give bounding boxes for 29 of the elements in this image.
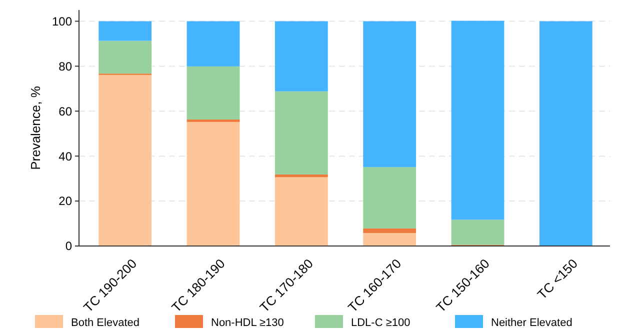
- bar: [98, 40, 152, 74]
- bar: [274, 91, 328, 175]
- legend-label: Both Elevated: [71, 316, 140, 329]
- y-tick-label: 40: [58, 149, 72, 164]
- bar: [539, 21, 592, 246]
- bar: [274, 174, 328, 178]
- bar: [274, 177, 328, 246]
- bar: [98, 21, 152, 41]
- y-tick-label: 100: [52, 14, 72, 28]
- y-tick-label: 80: [58, 59, 72, 74]
- y-tick-label: 0: [65, 239, 72, 254]
- bar: [186, 119, 240, 122]
- bar: [451, 20, 504, 220]
- y-tick-label: 20: [58, 194, 72, 208]
- bar: [363, 232, 416, 246]
- bar: [363, 167, 416, 228]
- bar: [363, 21, 416, 168]
- bar: [186, 66, 240, 120]
- bar: [274, 21, 328, 92]
- y-axis-title: Prevalence, %: [28, 86, 43, 170]
- bar: [363, 228, 416, 233]
- y-tick-label: 60: [58, 104, 72, 118]
- legend-label: Non-HDL ≥130: [211, 316, 284, 329]
- legend-label: LDL-C ≥100: [351, 316, 410, 329]
- legend-label: Neither Elevated: [491, 316, 572, 329]
- bar: [186, 21, 240, 66]
- bar: [451, 220, 504, 245]
- bar: [186, 122, 240, 246]
- bar: [98, 74, 152, 246]
